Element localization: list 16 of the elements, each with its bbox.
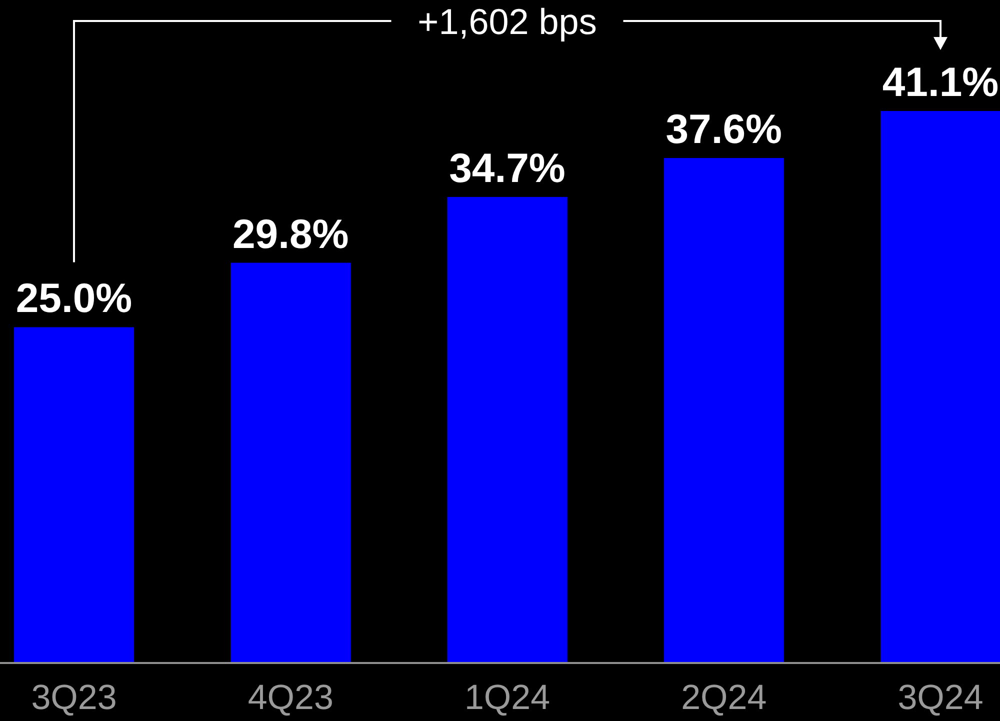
x-tick-label: 2Q24 (681, 678, 767, 717)
bar (230, 262, 351, 663)
data-label: 34.7% (449, 144, 566, 191)
bar (880, 111, 1000, 663)
x-tick-label: 3Q24 (898, 678, 984, 717)
bar (447, 196, 568, 663)
x-tick-label: 3Q23 (31, 678, 117, 717)
text: +1,602 bps (418, 1, 597, 42)
data-label: 25.0% (16, 275, 132, 322)
bar (14, 327, 134, 663)
data-label: 37.6% (666, 106, 782, 152)
data-label: 29.8% (232, 210, 349, 257)
bar (664, 158, 784, 663)
data-label: 41.1% (882, 59, 999, 105)
x-tick-label: 4Q23 (248, 678, 334, 717)
x-tick-label: 1Q24 (464, 678, 550, 717)
